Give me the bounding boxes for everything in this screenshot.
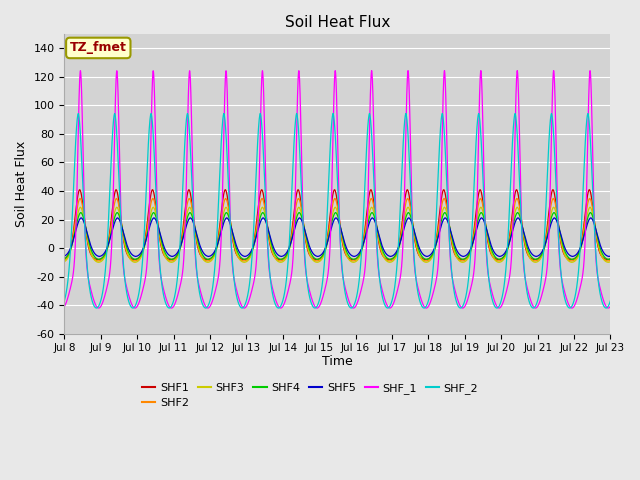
Title: Soil Heat Flux: Soil Heat Flux: [285, 15, 390, 30]
SHF_1: [459, 305, 467, 311]
SHF4: [61, 256, 68, 262]
Line: SHF5: SHF5: [65, 218, 611, 256]
SHF_2: [61, 298, 68, 303]
SHF1: [159, 249, 166, 254]
SHF3: [606, 259, 614, 265]
SHF_1: [606, 304, 614, 310]
SHF4: [460, 256, 468, 262]
SHF5: [314, 253, 322, 259]
SHF1: [567, 257, 575, 263]
SHF3: [491, 257, 499, 263]
Line: SHF3: SHF3: [65, 207, 611, 262]
SHF3: [460, 259, 468, 265]
SHF2: [317, 256, 324, 262]
SHF3: [607, 259, 614, 264]
Line: SHF_1: SHF_1: [65, 71, 611, 308]
SHF1: [61, 256, 68, 262]
SHF4: [317, 255, 324, 261]
Legend: SHF1, SHF2, SHF3, SHF4, SHF5, SHF_1, SHF_2: SHF1, SHF2, SHF3, SHF4, SHF5, SHF_1, SHF…: [138, 378, 483, 413]
Y-axis label: Soil Heat Flux: Soil Heat Flux: [15, 141, 28, 227]
SHF4: [387, 256, 394, 262]
SHF2: [606, 258, 614, 264]
SHF_1: [429, 289, 437, 295]
SHF4: [404, 210, 412, 216]
SHF1: [429, 249, 437, 255]
Line: SHF2: SHF2: [65, 198, 611, 261]
SHF_2: [317, 289, 325, 295]
Text: TZ_fmet: TZ_fmet: [70, 41, 127, 54]
SHF3: [440, 204, 448, 210]
SHF3: [317, 257, 324, 263]
SHF1: [491, 255, 499, 261]
SHF4: [159, 242, 166, 248]
SHF2: [531, 258, 539, 264]
SHF3: [459, 259, 467, 265]
SHF_1: [607, 303, 614, 309]
SHF4: [491, 254, 499, 260]
SHF1: [607, 256, 614, 262]
SHF4: [607, 256, 614, 262]
SHF_2: [607, 298, 614, 303]
SHF2: [159, 247, 166, 253]
SHF_1: [491, 299, 499, 305]
SHF4: [430, 249, 438, 255]
SHF_2: [491, 304, 499, 310]
SHF1: [586, 187, 593, 192]
SHF2: [61, 257, 68, 263]
SHF5: [159, 240, 166, 245]
SHF3: [61, 259, 68, 264]
SHF5: [61, 253, 68, 259]
SHF5: [491, 251, 499, 256]
SHF2: [513, 195, 521, 201]
SHF4: [606, 256, 614, 262]
SHF2: [429, 250, 437, 256]
X-axis label: Time: Time: [322, 355, 353, 368]
SHF3: [429, 252, 437, 257]
Line: SHF1: SHF1: [65, 190, 611, 260]
SHF3: [159, 246, 166, 252]
Line: SHF_2: SHF_2: [65, 113, 611, 308]
SHF2: [607, 257, 614, 263]
SHF5: [460, 253, 468, 259]
SHF5: [607, 253, 614, 259]
SHF1: [460, 256, 467, 262]
SHF5: [430, 247, 438, 253]
SHF_2: [460, 300, 468, 306]
SHF2: [460, 258, 467, 264]
SHF1: [606, 256, 614, 262]
SHF_2: [606, 300, 614, 305]
SHF2: [491, 256, 499, 262]
SHF_1: [440, 68, 448, 73]
SHF_1: [460, 305, 468, 311]
SHF_2: [159, 286, 166, 292]
SHF5: [606, 253, 614, 259]
Line: SHF4: SHF4: [65, 213, 611, 259]
SHF5: [332, 215, 340, 221]
SHF_2: [293, 110, 301, 116]
SHF5: [317, 252, 325, 258]
SHF_1: [317, 300, 324, 306]
SHF_1: [159, 282, 166, 288]
SHF_1: [61, 303, 68, 309]
SHF_2: [430, 259, 438, 264]
SHF1: [317, 255, 324, 261]
SHF_2: [311, 305, 319, 311]
